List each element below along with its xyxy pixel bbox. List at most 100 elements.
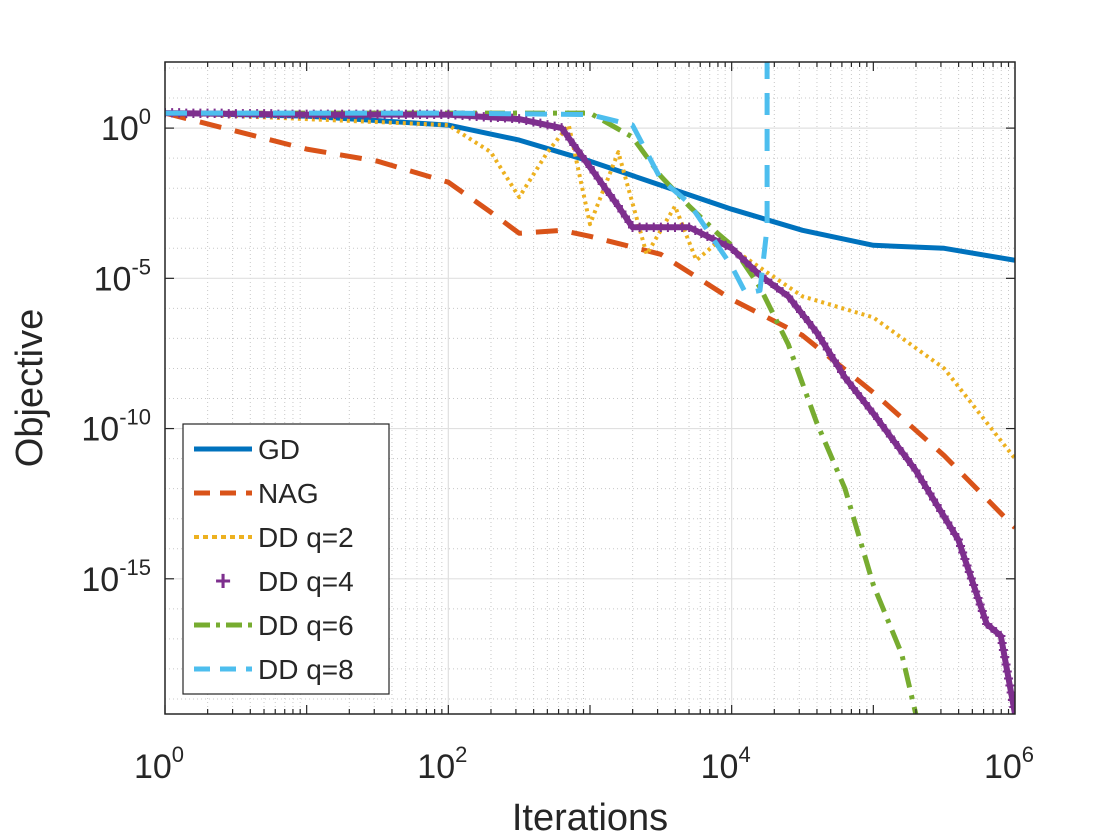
series-marker-dd-q-4: + (605, 185, 616, 205)
y-tick-base: 10 (94, 260, 132, 298)
series-marker-dd-q-4: + (731, 243, 742, 263)
x-tick-exponent: 0 (172, 742, 184, 767)
series-marker-dd-q-4: + (301, 105, 312, 125)
series-marker-dd-q-4: + (906, 455, 917, 475)
x-tick-label: 102 (417, 742, 467, 786)
y-tick-label: 10-15 (81, 555, 151, 599)
series-marker-dd-q-4: + (818, 334, 829, 354)
series-marker-dd-q-4: + (195, 103, 206, 123)
legend-label-dd-q-4: DD q=4 (258, 566, 354, 597)
y-tick-base: 10 (81, 411, 119, 449)
series-line-dd-q-8 (165, 62, 770, 296)
series-marker-dd-q-4: + (372, 105, 383, 125)
series-marker-dd-q-4: + (925, 484, 936, 504)
series-marker-dd-q-4: + (294, 105, 305, 125)
legend-label-dd-q-6: DD q=6 (258, 610, 354, 641)
series-marker-dd-q-4: + (648, 217, 659, 237)
series-marker-dd-q-4: + (856, 388, 867, 408)
y-tick-label: 10-5 (94, 254, 151, 298)
series-marker-dd-q-4: + (996, 626, 1007, 646)
series-marker-dd-q-4: + (968, 575, 979, 595)
legend-label-dd-q-8: DD q=8 (258, 654, 354, 685)
series-marker-dd-q-4: + (736, 247, 747, 267)
series-marker-dd-q-4: + (946, 518, 957, 538)
series-marker-dd-q-4: + (408, 105, 419, 125)
legend-label-nag: NAG (258, 478, 319, 509)
series-line-gd (165, 110, 1015, 263)
series-marker-dd-q-4: + (401, 105, 412, 125)
series-marker-dd-q-4: + (932, 495, 943, 515)
series-marker-dd-q-4: + (613, 196, 624, 216)
series-marker-dd-q-4: + (565, 129, 576, 149)
series-marker-dd-q-4: + (702, 226, 713, 246)
series-marker-dd-q-4: + (981, 614, 992, 634)
series-marker-dd-q-4: + (953, 530, 964, 550)
series-marker-dd-q-4: + (560, 124, 571, 144)
series-marker-dd-q-4: + (708, 229, 719, 249)
series-marker-dd-q-4: + (986, 618, 997, 638)
series-marker-dd-q-4: + (872, 409, 883, 429)
series-marker-dd-q-4: + (266, 104, 277, 124)
x-axis-label: Iterations (512, 797, 668, 839)
series-marker-dd-q-4: + (330, 105, 341, 125)
series-marker-dd-q-4: + (500, 108, 511, 128)
series-marker-dd-q-4: + (877, 415, 888, 435)
series-marker-dd-q-4: + (889, 432, 900, 452)
series-marker-dd-q-4: + (894, 438, 905, 458)
series-marker-dd-q-4: + (928, 489, 939, 509)
x-tick-label: 100 (134, 742, 184, 786)
series-marker-dd-q-4: + (464, 106, 475, 126)
series-marker-dd-q-4: + (772, 278, 783, 298)
series-marker-dd-q-4: + (829, 351, 840, 371)
series-marker-dd-q-4: + (918, 472, 929, 492)
legend-label-gd: GD (258, 434, 300, 465)
series-marker-dd-q-4: + (471, 106, 482, 126)
x-tick-exponent: 6 (1022, 742, 1034, 767)
series-line-dd-q-4 (165, 110, 1015, 714)
series-marker-dd-q-4: + (514, 109, 525, 129)
series-marker-dd-q-4: + (777, 282, 788, 302)
y-tick-exponent: -5 (131, 254, 151, 279)
series-marker-dd-q-4: + (726, 238, 737, 258)
series-marker-dd-q-4: + (975, 594, 986, 614)
series-marker-dd-q-4: + (822, 339, 833, 359)
series-marker-dd-q-4: + (977, 601, 988, 621)
series-marker-dd-q-4: + (521, 111, 532, 131)
series-marker-dd-q-4: + (836, 362, 847, 382)
series-marker-dd-q-4: + (223, 104, 234, 124)
series-marker-dd-q-4: + (634, 217, 645, 237)
x-tick-base: 10 (984, 748, 1022, 786)
series-marker-dd-q-4: + (231, 104, 242, 124)
series-marker-dd-q-4: + (542, 115, 553, 135)
series-marker-dd-q-4: + (881, 421, 892, 441)
series-marker-dd-q-4: + (807, 317, 818, 337)
series-marker-dd-q-4: + (766, 274, 777, 294)
series-marker-dd-q-4: + (577, 146, 588, 166)
series-marker-dd-q-4: + (939, 507, 950, 527)
series-marker-dd-q-4: + (436, 105, 447, 125)
series-marker-dd-q-4: + (942, 512, 953, 532)
series-marker-dd-q-4: + (585, 157, 596, 177)
series-marker-dd-q-4: + (656, 217, 667, 237)
series-marker-dd-q-4: + (624, 212, 635, 232)
series-marker-dd-q-4: + (1008, 697, 1019, 717)
series-marker-dd-q-4: + (935, 501, 946, 521)
series-marker-dd-q-4: + (971, 582, 982, 602)
series-marker-dd-q-4: + (188, 103, 199, 123)
x-tick-labels: 100 102 104 106 (134, 742, 1034, 786)
series-marker-dd-q-4: + (955, 536, 966, 556)
series-marker-dd-q-4: + (803, 312, 814, 332)
series-marker-dd-q-4: + (1003, 668, 1014, 688)
series-marker-dd-q-4: + (914, 466, 925, 486)
series-marker-dd-q-4: + (259, 104, 270, 124)
series-marker-dd-q-4: + (714, 232, 725, 252)
x-tick-exponent: 2 (455, 742, 467, 767)
y-tick-label: 100 (101, 104, 151, 148)
series-marker-dd-q-4: + (589, 163, 600, 183)
series-marker-dd-q-4: + (1001, 654, 1012, 674)
series-marker-dd-q-4: + (1006, 683, 1017, 703)
x-tick-base: 10 (417, 748, 455, 786)
y-axis-label: Objective (9, 309, 51, 467)
